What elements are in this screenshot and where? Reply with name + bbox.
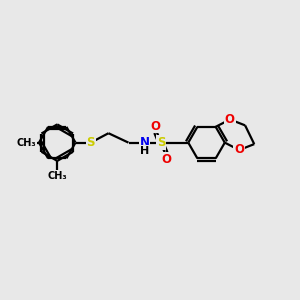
- Text: S: S: [87, 136, 95, 149]
- Text: CH₃: CH₃: [47, 171, 67, 181]
- Text: N: N: [140, 136, 150, 149]
- Text: S: S: [157, 136, 165, 149]
- Text: O: O: [151, 120, 160, 133]
- Text: O: O: [225, 113, 235, 126]
- Text: O: O: [234, 143, 244, 157]
- Text: H: H: [140, 146, 149, 156]
- Text: O: O: [161, 153, 171, 166]
- Text: CH₃: CH₃: [17, 138, 36, 148]
